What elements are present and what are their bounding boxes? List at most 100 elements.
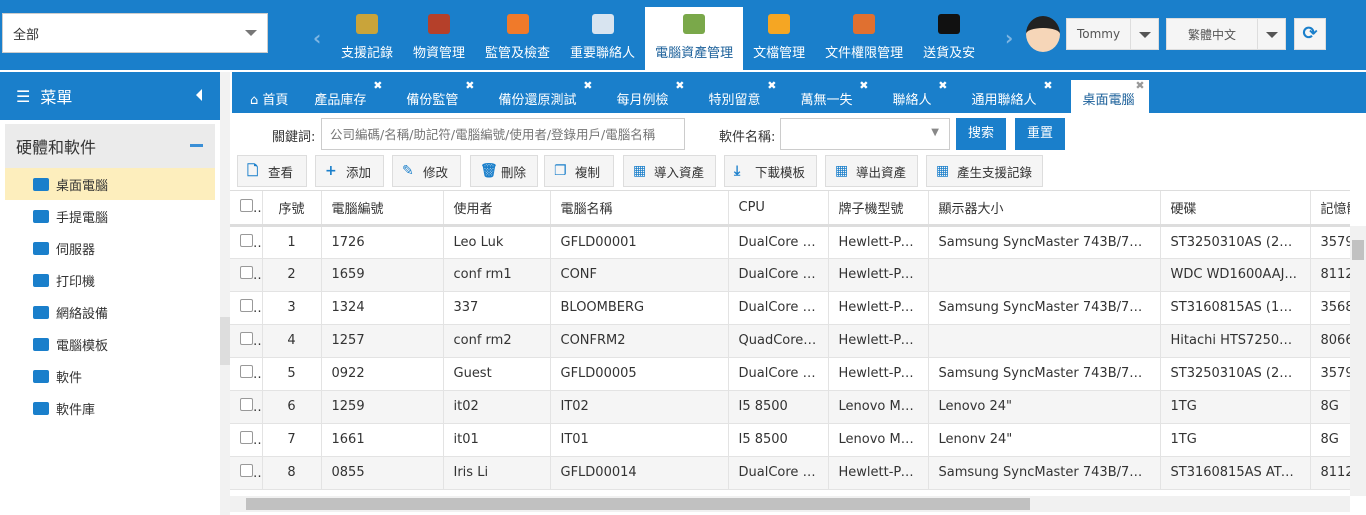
row-checkbox[interactable] (230, 258, 263, 292)
nav-item-0[interactable]: 支援記錄 (331, 7, 403, 70)
row-checkbox[interactable] (230, 324, 263, 358)
close-icon[interactable]: ✖ (465, 79, 475, 92)
tab-label: 備份監管 (406, 93, 459, 108)
tab-3[interactable]: 每月例檢 ✖ (604, 79, 685, 113)
column-header[interactable]: 電腦編號 (321, 191, 444, 227)
nav-item-5[interactable]: 文檔管理 (743, 7, 815, 70)
tab-5[interactable]: 萬無一失 ✖ (788, 79, 869, 113)
toolbar-button-7[interactable]: ▦ 導出資產 (825, 155, 918, 187)
scroll-thumb[interactable] (246, 498, 1030, 510)
table-cell: it02 (443, 390, 551, 424)
table-row[interactable]: 3 1324 337 BLOOMBERG DualCore I... Hewlett-Pa… (230, 291, 1350, 325)
close-icon[interactable]: ✖ (1135, 79, 1145, 92)
table-row[interactable]: 8 0855 Iris Li GFLD00014 DualCore I... Hewlet… (230, 456, 1350, 490)
download-icon: ⤓ (734, 162, 741, 179)
nav-item-3[interactable]: 重要聯絡人 (560, 7, 645, 70)
sidebar-group-hardware-software[interactable]: 硬體和軟件 (5, 124, 215, 168)
table-row[interactable]: 1 1726 Leo Luk GFLD00001 DualCore I... Hewlet… (230, 225, 1350, 259)
sidebar-item-2[interactable]: 伺服器 (5, 232, 215, 264)
tab-4[interactable]: 特別留意 ✖ (696, 79, 777, 113)
toolbar-button-6[interactable]: ⤓ 下載模板 (724, 155, 817, 187)
keyword-input[interactable] (321, 118, 685, 150)
refresh-button[interactable]: ⟳ (1294, 18, 1326, 50)
copy-icon: ❐ (554, 162, 567, 179)
tab-1[interactable]: 備份監管 ✖ (394, 79, 475, 113)
toolbar-button-1[interactable]: + 添加 (315, 155, 384, 187)
sidebar-item-6[interactable]: 軟件 (5, 360, 215, 392)
table-row[interactable]: 6 1259 it02 IT02 I5 8500 Lenovo MT... Lenovo 2… (230, 390, 1350, 424)
table-row[interactable]: 5 0922 Guest GFLD00005 DualCore I... Hewlett-… (230, 357, 1350, 391)
horizontal-scrollbar[interactable] (230, 496, 1350, 512)
group-label: 硬體和軟件 (16, 138, 97, 157)
table-row[interactable]: 7 1661 it01 IT01 I5 8500 Lenovo M7... Lenonv 2… (230, 423, 1350, 457)
splitter-handle[interactable] (220, 317, 230, 365)
nav-prev-icon[interactable]: ‹ (313, 26, 322, 50)
tab-2[interactable]: 備份還原測試 ✖ (486, 79, 593, 113)
column-header[interactable]: 使用者 (443, 191, 551, 227)
table-row[interactable]: 2 1659 conf rm1 CONF DualCore I... Hewlett-Pa… (230, 258, 1350, 292)
column-header[interactable]: 電腦名稱 (550, 191, 729, 227)
tab-home[interactable]: ⌂ 首頁 (232, 80, 302, 113)
close-icon[interactable]: ✖ (767, 79, 777, 92)
company-select[interactable]: 全部 (2, 13, 268, 53)
nav-item-7[interactable]: 送貨及安 (913, 7, 985, 70)
sidebar-item-5[interactable]: 電腦模板 (5, 328, 215, 360)
splitter[interactable] (220, 72, 230, 515)
vertical-scrollbar[interactable] (1350, 226, 1366, 496)
close-icon[interactable]: ✖ (583, 79, 593, 92)
sidebar-item-7[interactable]: 軟件庫 (5, 392, 215, 424)
tab-0[interactable]: 產品庫存 ✖ (302, 79, 383, 113)
row-checkbox[interactable] (230, 357, 263, 391)
nav-item-4[interactable]: 電腦資產管理 (645, 7, 744, 70)
table-cell: 8 (262, 456, 322, 490)
row-checkbox[interactable] (230, 456, 263, 490)
toolbar-button-3[interactable]: 🗑 刪除 (470, 155, 538, 187)
nav-item-1[interactable]: 物資管理 (403, 7, 475, 70)
button-label: 導入資產 (654, 164, 705, 180)
sidebar-item-4[interactable]: 網絡設備 (5, 296, 215, 328)
close-icon[interactable]: ✖ (938, 79, 948, 92)
column-header[interactable]: 顯示器大小 (928, 191, 1161, 227)
column-header[interactable]: 序號 (262, 191, 322, 227)
table-cell: Lenovo M7... (828, 423, 929, 457)
nav-next-icon[interactable]: › (1005, 26, 1014, 50)
tab-7[interactable]: 通用聯絡人 ✖ (960, 79, 1053, 113)
tab-active[interactable]: 桌面電腦 ✖ (1070, 79, 1149, 113)
column-header[interactable]: 硬碟 (1160, 191, 1311, 227)
toolbar-button-5[interactable]: ▦ 導入資產 (623, 155, 716, 187)
sidebar-item-3[interactable]: 打印機 (5, 264, 215, 296)
reset-button[interactable]: 重置 (1015, 118, 1065, 150)
toolbar-button-8[interactable]: ▦ 產生支援記錄 (926, 155, 1043, 187)
column-header[interactable]: 牌子機型號 (828, 191, 929, 227)
row-checkbox[interactable] (230, 423, 263, 457)
language-dropdown[interactable]: 繁體中文 (1166, 18, 1286, 50)
select-all-checkbox[interactable] (230, 191, 263, 227)
nav-item-6[interactable]: 文件權限管理 (815, 7, 913, 70)
close-icon[interactable]: ✖ (1043, 79, 1053, 92)
sidebar-item-1[interactable]: 手提電腦 (5, 200, 215, 232)
sidebar-item-0[interactable]: 桌面電腦 (5, 168, 215, 200)
row-checkbox[interactable] (230, 225, 263, 259)
close-icon[interactable]: ✖ (675, 79, 685, 92)
avatar[interactable] (1026, 16, 1060, 52)
close-icon[interactable]: ✖ (373, 79, 383, 92)
column-header[interactable]: CPU (728, 191, 829, 227)
table-cell: 2 (262, 258, 322, 292)
table-row[interactable]: 4 1257 conf rm2 CONFRM2 QuadCore ... Hewlett-… (230, 324, 1350, 358)
search-button[interactable]: 搜索 (956, 118, 1006, 150)
row-checkbox[interactable] (230, 291, 263, 325)
close-icon[interactable]: ✖ (859, 79, 869, 92)
software-select[interactable]: ▼ (780, 118, 950, 150)
tab-label: 首頁 (262, 93, 289, 108)
row-checkbox[interactable] (230, 390, 263, 424)
collapse-icon[interactable] (196, 89, 202, 101)
nav-item-2[interactable]: 監管及檢查 (475, 7, 560, 70)
tab-6[interactable]: 聯絡人 ✖ (881, 79, 948, 113)
toolbar-button-2[interactable]: ✎ 修改 (392, 155, 461, 187)
scroll-thumb[interactable] (1352, 240, 1364, 260)
toolbar-button-0[interactable]: 🗋 查看 (237, 155, 307, 187)
minus-icon (190, 144, 203, 147)
column-header[interactable]: 記憶體 (1310, 191, 1350, 227)
user-dropdown[interactable]: Tommy (1066, 18, 1159, 50)
toolbar-button-4[interactable]: ❐ 複制 (544, 155, 614, 187)
